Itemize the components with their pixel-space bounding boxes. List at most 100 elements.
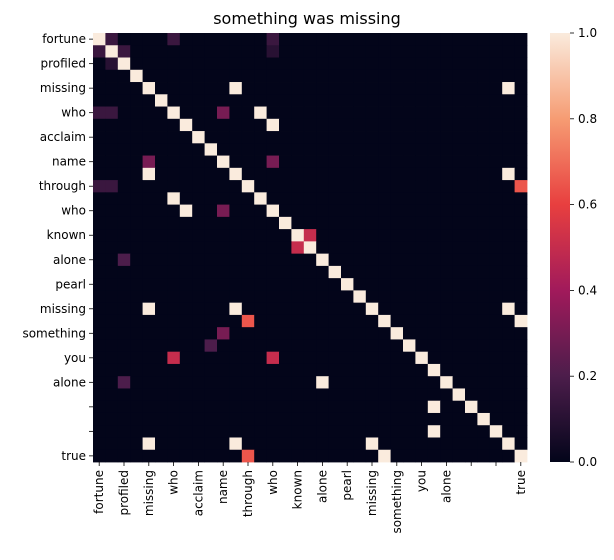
heatmap-cell (465, 155, 478, 169)
heatmap-cell (440, 131, 453, 144)
heatmap-cell (279, 363, 292, 377)
heatmap-cell (403, 131, 416, 144)
heatmap-cell (241, 118, 255, 132)
heatmap-cell (390, 388, 404, 402)
heatmap-cell (105, 216, 119, 230)
heatmap-cell (217, 412, 230, 426)
column-label: acclaim (191, 470, 205, 516)
heatmap-cell (477, 229, 491, 242)
heatmap-cell (427, 278, 441, 291)
heatmap-cell (341, 69, 354, 83)
heatmap-cell (489, 363, 503, 377)
heatmap-cell (266, 400, 280, 414)
heatmap-cell (440, 192, 453, 205)
heatmap-cell (155, 131, 168, 144)
heatmap-cell (390, 290, 404, 304)
heatmap-cell (390, 425, 404, 438)
heatmap-cell (192, 106, 205, 120)
heatmap-cell (155, 302, 168, 316)
heatmap-cell (291, 118, 305, 132)
heatmap-cell (279, 314, 292, 328)
heatmap-cell (266, 290, 280, 304)
heatmap-cell (254, 265, 267, 279)
heatmap-cell (130, 167, 143, 181)
heatmap-cell (117, 155, 131, 169)
heatmap-cell (465, 363, 478, 377)
heatmap-cell (403, 33, 416, 46)
heatmap-cell (167, 155, 181, 169)
heatmap-cell (502, 45, 515, 58)
heatmap-cell (217, 192, 230, 205)
heatmap-cell (328, 351, 342, 365)
heatmap-cell (316, 192, 329, 205)
heatmap-cell (204, 290, 218, 304)
heatmap-cell (204, 131, 218, 144)
heatmap-cell (155, 192, 168, 205)
heatmap-cell (254, 278, 267, 291)
heatmap-cell (254, 302, 267, 316)
heatmap-cell (179, 363, 193, 377)
heatmap-cell (204, 94, 218, 107)
heatmap-cell (328, 314, 342, 328)
heatmap-cell (93, 351, 106, 365)
heatmap-cell (353, 192, 367, 205)
heatmap-cell (328, 33, 342, 46)
heatmap-cell (378, 94, 391, 107)
heatmap-cell (117, 229, 131, 242)
heatmap-cell (217, 69, 230, 83)
heatmap-cell (303, 192, 317, 205)
heatmap-cell (229, 449, 243, 463)
heatmap-cell (465, 143, 478, 156)
heatmap-cell (415, 400, 429, 414)
heatmap-cell (142, 412, 156, 426)
heatmap-cell (130, 45, 143, 58)
heatmap-cell (229, 82, 243, 95)
heatmap-cell (130, 278, 143, 291)
heatmap-cell (241, 437, 255, 451)
heatmap-cell (192, 290, 205, 304)
heatmap-cell (130, 118, 143, 132)
heatmap-cell (353, 253, 367, 267)
heatmap-cell (142, 33, 156, 46)
heatmap-cell (266, 94, 280, 107)
heatmap-cell (117, 204, 131, 218)
heatmap-cell (452, 449, 466, 463)
heatmap-cell (167, 278, 181, 291)
heatmap-cell (328, 265, 342, 279)
heatmap-cell (117, 131, 131, 144)
heatmap-cell (378, 437, 391, 451)
heatmap-cell (452, 376, 466, 389)
heatmap-cell (427, 45, 441, 58)
heatmap-cell (192, 437, 205, 451)
heatmap-cell (217, 216, 230, 230)
heatmap-cell (229, 180, 243, 193)
heatmap-cell (105, 69, 119, 83)
heatmap-cell (452, 82, 466, 95)
heatmap-cell (303, 339, 317, 353)
heatmap-cell (365, 253, 379, 267)
heatmap-cell (465, 425, 478, 438)
heatmap-cell (142, 339, 156, 353)
heatmap-cell (353, 204, 367, 218)
heatmap-cell (353, 388, 367, 402)
heatmap-cell (341, 94, 354, 107)
heatmap-cell (489, 155, 503, 169)
heatmap-cell (155, 351, 168, 365)
heatmap-cell (217, 363, 230, 377)
heatmap-cell (167, 143, 181, 156)
heatmap-cell (279, 449, 292, 463)
heatmap-cell (142, 265, 156, 279)
heatmap-cell (365, 241, 379, 255)
heatmap-cell (328, 241, 342, 255)
heatmap-cell (316, 143, 329, 156)
heatmap-cell (192, 118, 205, 132)
heatmap-cell (415, 229, 429, 242)
heatmap-cell (415, 339, 429, 353)
heatmap-cell (117, 278, 131, 291)
heatmap-cell (465, 314, 478, 328)
heatmap-cell (365, 118, 379, 132)
heatmap-cell (303, 106, 317, 120)
heatmap-cell (489, 106, 503, 120)
heatmap-cell (341, 143, 354, 156)
heatmap-cell (365, 155, 379, 169)
